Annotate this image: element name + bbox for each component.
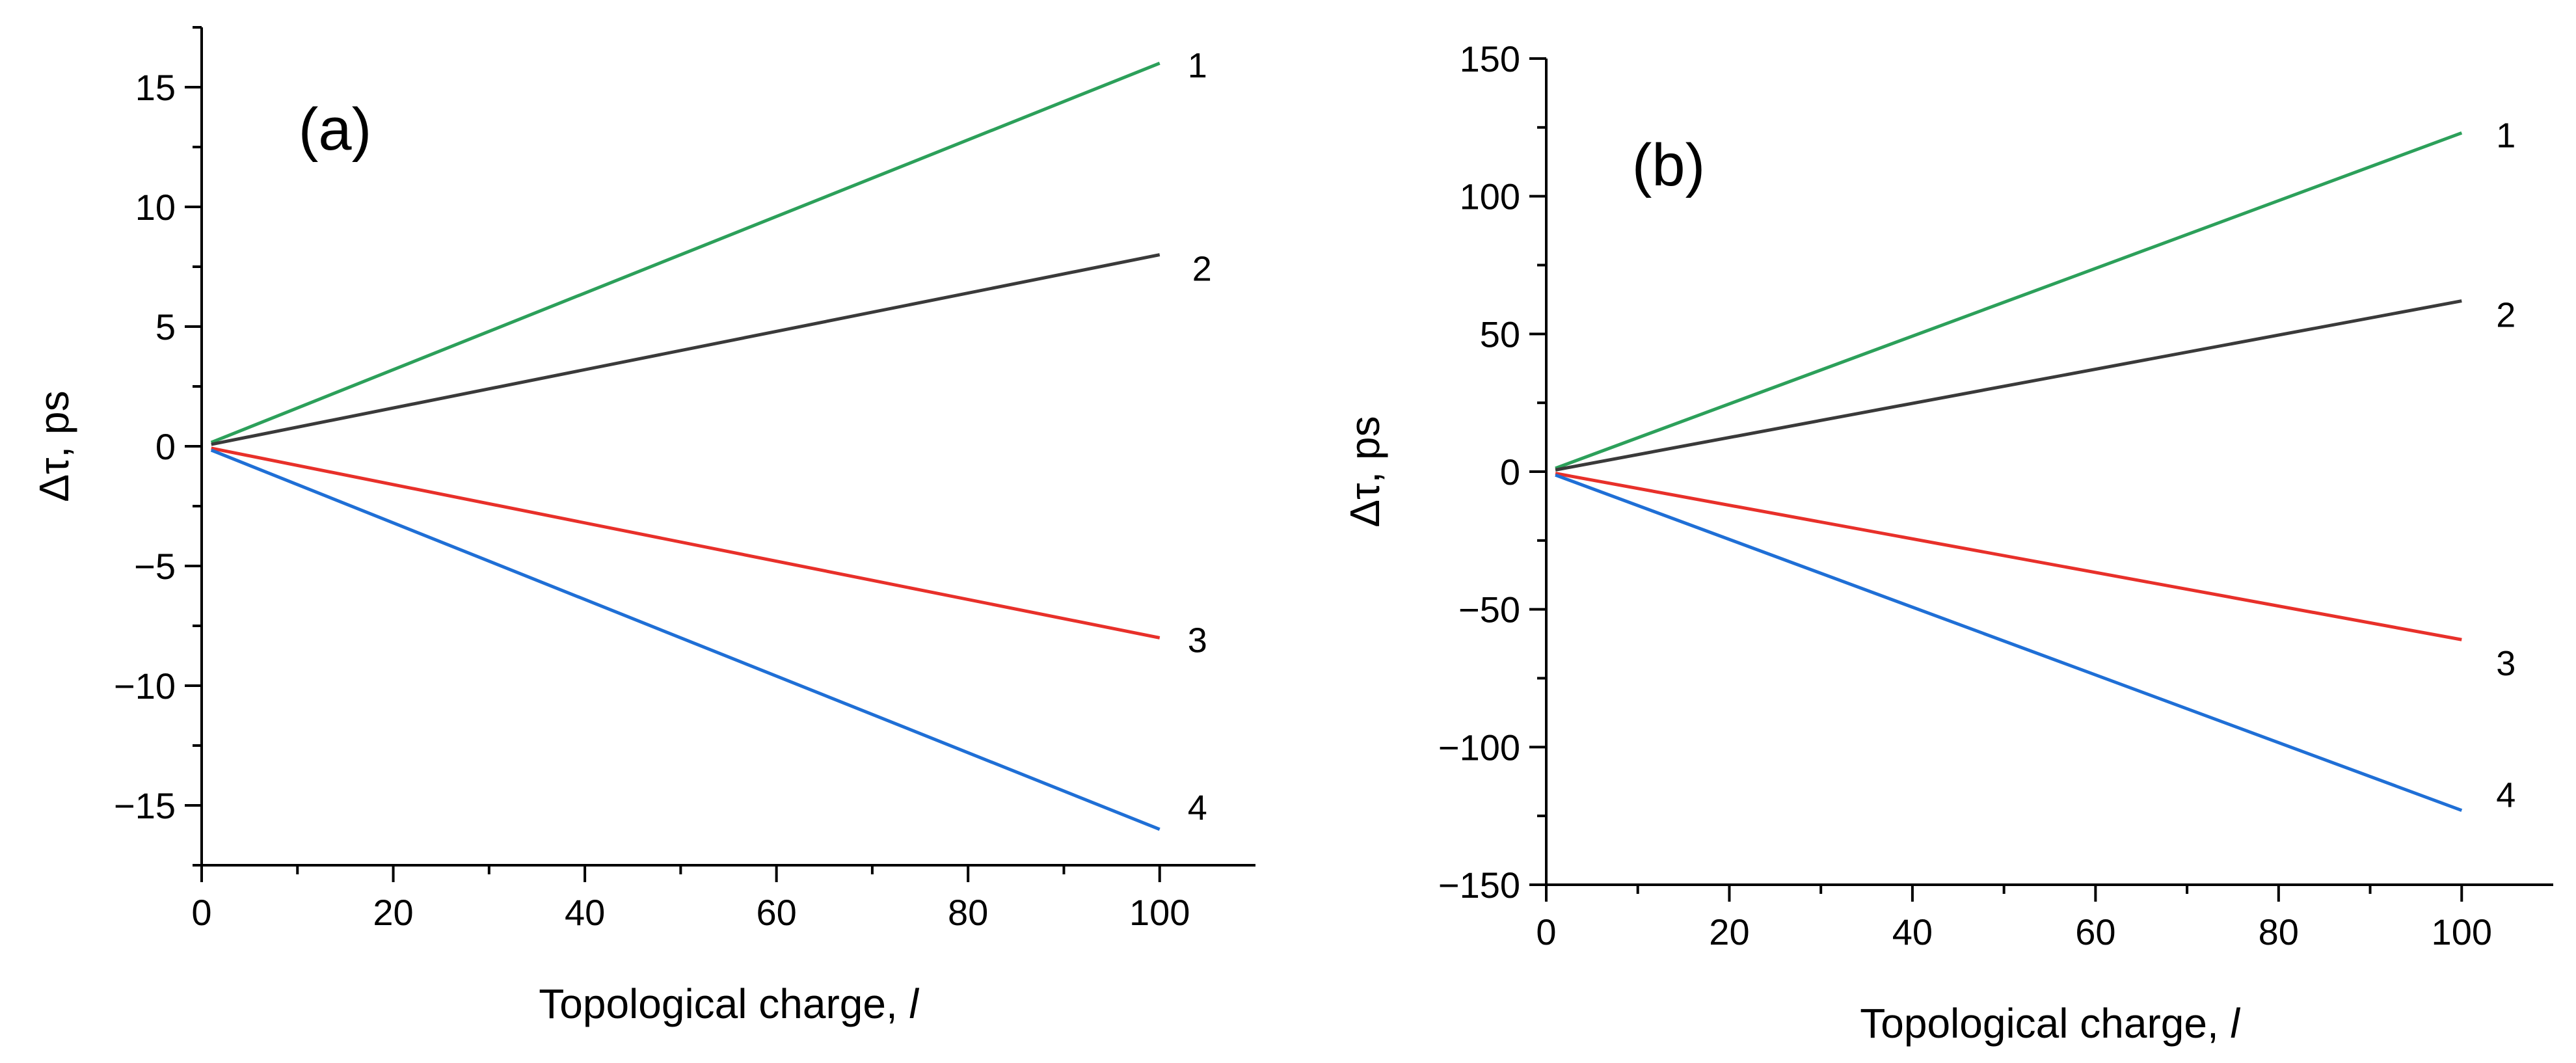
x-tick-label: 100 xyxy=(2432,911,2492,952)
series-line-3 xyxy=(211,446,1161,639)
series-line-4 xyxy=(1555,473,2463,813)
series-line-2 xyxy=(211,253,1161,446)
y-tick-label: 100 xyxy=(1460,176,1520,217)
x-axis-title-variable: l xyxy=(909,980,920,1027)
x-axis-title: Topological charge, l xyxy=(539,980,919,1027)
y-tick-label: −15 xyxy=(114,785,176,826)
x-tick-label: 80 xyxy=(948,892,988,933)
y-tick-label: 5 xyxy=(155,306,176,347)
chart-panel-b: 0 20 40 60 80 100 150 100 50 0 −50 −100 −150 1 2 3 4 (b) T… xyxy=(1341,38,2553,1047)
y-tick-label: −150 xyxy=(1438,865,1520,906)
y-tick-label: −100 xyxy=(1438,727,1520,768)
panel-label: (a) xyxy=(299,96,371,163)
y-tick-label: −10 xyxy=(114,666,176,706)
y-axis-title: Δτ, ps xyxy=(31,390,77,502)
series-line-4 xyxy=(210,448,1161,831)
x-tick-label: 20 xyxy=(1709,911,1749,952)
x-axis-title-variable: l xyxy=(2231,1000,2241,1047)
x-axis-title: Topological charge, l xyxy=(1860,1000,2240,1047)
y-tick-label: 50 xyxy=(1480,314,1520,355)
series-label-3: 3 xyxy=(2496,644,2516,683)
x-tick-label: 80 xyxy=(2259,911,2299,952)
x-tick-label: 0 xyxy=(1536,911,1556,952)
y-tick-label: −5 xyxy=(134,546,176,587)
series-label-2: 2 xyxy=(2496,296,2516,335)
x-tick-label: 20 xyxy=(373,892,413,933)
x-tick-label: 100 xyxy=(1129,892,1190,933)
x-tick-label: 60 xyxy=(756,892,796,933)
series-label-2: 2 xyxy=(1192,250,1212,289)
x-tick-label: 40 xyxy=(1892,911,1933,952)
series-line-1 xyxy=(1555,131,2463,470)
series-label-4: 4 xyxy=(1188,788,1207,828)
x-tick-label: 40 xyxy=(565,892,605,933)
series-label-3: 3 xyxy=(1188,621,1207,660)
series-label-1: 1 xyxy=(1188,46,1207,85)
x-tick-label: 0 xyxy=(191,892,211,933)
chart-panel-a: 0 20 40 60 80 100 15 10 5 0 −5 −10 −15 1 2 3 4 (a) Topolog… xyxy=(31,26,1255,1027)
series-line-2 xyxy=(1555,299,2462,472)
y-axis-title: Δτ, ps xyxy=(1341,416,1388,527)
series-line-1 xyxy=(210,61,1161,444)
panel-label: (b) xyxy=(1632,132,1705,198)
x-axis-title-text: Topological charge, xyxy=(1860,1000,2230,1047)
y-tick-label: 0 xyxy=(1500,451,1520,492)
x-tick-label: 60 xyxy=(2075,911,2115,952)
series-label-4: 4 xyxy=(2496,776,2516,815)
y-tick-label: −50 xyxy=(1458,589,1520,630)
x-axis-title-text: Topological charge, xyxy=(539,980,909,1027)
y-tick-label: 150 xyxy=(1460,38,1520,79)
y-tick-label: 15 xyxy=(135,67,176,108)
series-line-3 xyxy=(1555,472,2462,641)
y-tick-label: 0 xyxy=(155,426,176,467)
y-tick-label: 10 xyxy=(135,187,176,228)
series-label-1: 1 xyxy=(2496,116,2516,155)
